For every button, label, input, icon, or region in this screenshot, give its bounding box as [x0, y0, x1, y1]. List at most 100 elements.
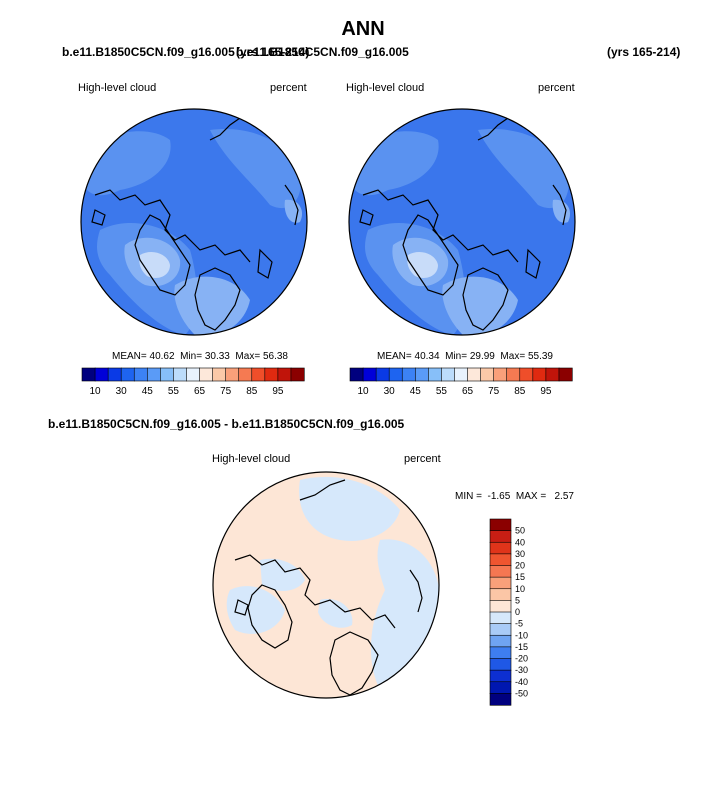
left-colorbar-label: 95 [272, 386, 284, 397]
diff-map-negative-region [371, 539, 439, 690]
diff-colorbar-label: -40 [515, 677, 528, 687]
left-map-contour-mid [210, 129, 301, 209]
right-colorbar-label: 45 [410, 386, 422, 397]
left-max-value: 56.38 [262, 351, 288, 362]
right-coastline-greenland [402, 214, 459, 296]
right-colorbar-swatch [441, 367, 456, 382]
right-colorbar-swatch [545, 367, 560, 382]
diff-coastline-east [409, 569, 423, 613]
right-colorbar-swatch [493, 367, 508, 382]
diff-colorbar-label: 20 [515, 561, 525, 571]
left-polar-map [80, 108, 308, 336]
left-colorbar-swatch [277, 367, 292, 382]
left-coastline-island [91, 209, 106, 226]
left-colorbar-label: 10 [89, 386, 101, 397]
right-min-value: 29.99 [469, 351, 495, 362]
diff-coastline-greenland [247, 584, 293, 649]
right-colorbar-swatch [349, 367, 364, 382]
diff-colorbar-swatch [489, 693, 512, 706]
diff-colorbar-swatch [489, 634, 512, 648]
left-stats: MEAN= 40.62 Min= 30.33 Max= 56.38 [112, 351, 288, 362]
left-map-outline [80, 108, 308, 336]
diff-colorbar-label: -20 [515, 654, 528, 664]
diff-colorbar-swatch [489, 541, 512, 555]
right-map-contour-mid [478, 129, 569, 209]
diff-colorbar-swatch [489, 611, 512, 625]
left-coastline-scandinavia [194, 267, 241, 331]
diff-coastline [234, 554, 396, 629]
right-colorbar-swatch [506, 367, 521, 382]
right-stats: MEAN= 40.34 Min= 29.99 Max= 55.39 [377, 351, 553, 362]
right-colorbar-swatch [519, 367, 534, 382]
right-polar-map [348, 108, 576, 336]
diff-colorbar-label: 0 [515, 607, 520, 617]
left-colorbar-swatch [199, 367, 214, 382]
diff-colorbar-swatch [489, 681, 512, 694]
diff-colorbar-swatch [489, 588, 512, 601]
diff-variable-label: High-level cloud [212, 453, 291, 465]
diff-min-value: -1.65 [487, 491, 511, 502]
left-coastline-island [257, 248, 273, 279]
right-colorbar-label: 55 [436, 386, 448, 397]
right-colorbar-swatch [401, 367, 416, 382]
diff-colorbar-label: -15 [515, 642, 528, 652]
right-colorbar-label: 75 [488, 386, 500, 397]
right-mean-value: 40.34 [414, 351, 440, 362]
right-colorbar-label: 65 [462, 386, 474, 397]
left-units-label: percent [270, 82, 307, 94]
left-colorbar-swatch [146, 367, 161, 382]
diff-title: b.e11.B1850C5CN.f09_g16.005 - b.e11.B185… [48, 417, 405, 431]
right-map-outline [348, 108, 576, 336]
left-coastline-east [284, 184, 299, 226]
right-case-title: b.e11.B1850C5CN.f09_g16.005 [236, 45, 409, 59]
left-colorbar-label: 55 [168, 386, 180, 397]
diff-colorbar-label: -10 [515, 630, 528, 640]
right-map-contour-light [552, 199, 571, 223]
right-colorbar-label: 30 [384, 386, 396, 397]
left-colorbar-swatch [225, 367, 240, 382]
diff-coastline-scandinavia [329, 631, 379, 696]
diff-colorbar-swatch [489, 600, 512, 613]
left-colorbar-label: 65 [194, 386, 206, 397]
diff-colorbar-swatch [489, 565, 512, 578]
left-colorbar-swatch [94, 367, 109, 382]
right-coastline-scandinavia [462, 267, 509, 331]
diff-colorbar-label: -50 [515, 688, 528, 698]
left-case-title: b.e11.B1850C5CN.f09_g16.005 [62, 45, 235, 59]
diff-colorbar-label: 10 [515, 584, 525, 594]
diff-colorbar-swatch [489, 530, 512, 543]
left-map-contour-light [174, 276, 250, 335]
left-colorbar-swatch [107, 367, 122, 382]
right-map-contour-light [442, 276, 518, 335]
right-colorbar-label: 85 [514, 386, 526, 397]
left-colorbar-label: 30 [116, 386, 128, 397]
right-max-value: 55.39 [527, 351, 553, 362]
diff-polar-map [212, 471, 440, 699]
left-colorbar-swatch [81, 367, 96, 382]
right-colorbar-swatch [362, 367, 377, 382]
left-colorbar-swatch [238, 367, 253, 382]
left-colorbar-label: 85 [246, 386, 258, 397]
right-colorbar-swatch [532, 367, 547, 382]
left-min-value: 30.33 [204, 351, 230, 362]
right-coastline-island [359, 209, 374, 226]
diff-colorbar-label: 5 [515, 595, 520, 605]
right-years: (yrs 165-214) [607, 45, 681, 59]
right-coastline-island [525, 248, 541, 279]
right-coastline-east [552, 184, 567, 226]
left-colorbar-swatch [173, 367, 188, 382]
right-colorbar-swatch [388, 367, 403, 382]
left-colorbar-swatch [212, 367, 227, 382]
left-colorbar-swatch [251, 367, 266, 382]
left-map-contour-light [284, 199, 303, 223]
diff-stats: MIN = -1.65 MAX = 2.57 [455, 491, 574, 502]
diff-max-value: 2.57 [554, 491, 574, 502]
left-colorbar-swatch [264, 367, 279, 382]
right-colorbar-swatch [428, 367, 443, 382]
right-colorbar-swatch [467, 367, 482, 382]
diff-colorbar-label: 15 [515, 572, 525, 582]
right-colorbar-swatch [454, 367, 469, 382]
diff-coastline-island [234, 599, 249, 616]
right-colorbar-swatch [480, 367, 495, 382]
